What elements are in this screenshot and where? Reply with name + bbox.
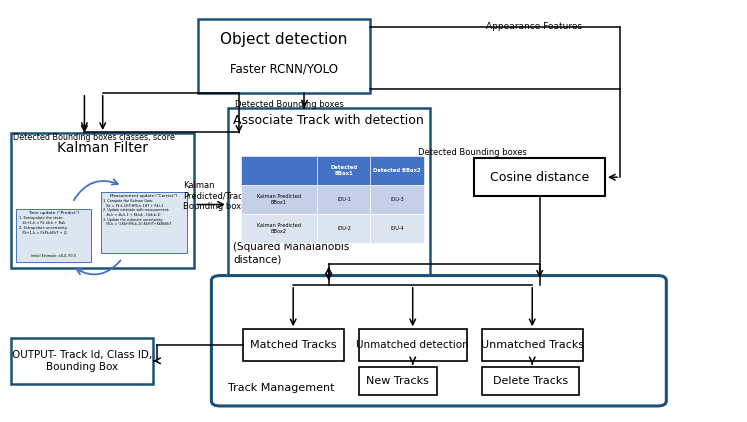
Text: IOU-2: IOU-2 <box>337 226 351 231</box>
Text: Cosine distance: Cosine distance <box>490 171 589 184</box>
Text: Detected BBox2: Detected BBox2 <box>374 168 421 173</box>
Bar <box>359 367 437 395</box>
Text: Kalman Filter: Kalman Filter <box>58 141 148 154</box>
Text: Kalman
Predicted/Tracked
Bounding boxes: Kalman Predicted/Tracked Bounding boxes <box>183 181 258 211</box>
Bar <box>317 185 371 214</box>
Bar <box>359 329 467 361</box>
Text: Detected Bounding boxes: Detected Bounding boxes <box>418 148 527 157</box>
Text: OUTPUT- Track Id, Class ID,
Bounding Box: OUTPUT- Track Id, Class ID, Bounding Box <box>12 350 152 372</box>
Bar <box>317 214 371 243</box>
Text: IOU-4: IOU-4 <box>390 226 404 231</box>
Bar <box>371 185 424 214</box>
Bar <box>11 338 153 384</box>
Text: Object detection: Object detection <box>220 32 347 46</box>
Bar <box>198 19 370 93</box>
Text: Kalman Predicted
BBox2: Kalman Predicted BBox2 <box>257 223 301 234</box>
Text: Unmatched detection: Unmatched detection <box>356 340 469 350</box>
Text: Time update ("Predict"): Time update ("Predict") <box>28 211 79 215</box>
Text: Associate Track with detection: Associate Track with detection <box>233 114 424 127</box>
FancyBboxPatch shape <box>211 276 666 406</box>
Bar <box>243 329 344 361</box>
Bar <box>317 156 371 185</box>
Text: Track Management: Track Management <box>228 383 335 393</box>
Bar <box>482 329 583 361</box>
Text: Faster RCNN/YOLO: Faster RCNN/YOLO <box>230 62 338 75</box>
Text: Delete Tracks: Delete Tracks <box>493 376 568 386</box>
Text: Appearance Features: Appearance Features <box>486 22 582 31</box>
Bar <box>228 108 430 276</box>
Text: Initial Estimate: x̂0,0, P0,0: Initial Estimate: x̂0,0, P0,0 <box>31 254 76 258</box>
Text: 1. Extrapolate the state:
   x̂k+1,k = Fk x̂k,k + Buk
2. Extrapolate uncertainty: 1. Extrapolate the state: x̂k+1,k = Fk x… <box>19 216 67 234</box>
Bar <box>16 209 91 262</box>
Text: Unmatched Tracks: Unmatched Tracks <box>480 340 584 350</box>
Bar <box>101 192 187 253</box>
Text: Matched Tracks: Matched Tracks <box>250 340 336 350</box>
Bar <box>241 185 317 214</box>
Text: Measurement update ("Correct"): Measurement update ("Correct") <box>110 194 178 198</box>
Text: Kalman Predicted
BBox1: Kalman Predicted BBox1 <box>257 194 301 205</box>
Bar <box>11 133 194 268</box>
Bar <box>241 214 317 243</box>
Bar <box>482 367 579 395</box>
Text: IOU-3: IOU-3 <box>390 197 404 202</box>
Bar <box>241 156 317 185</box>
Text: IOU-1: IOU-1 <box>337 197 351 202</box>
Bar <box>474 158 605 196</box>
Text: (Squared Mahalanobis
distance): (Squared Mahalanobis distance) <box>233 242 350 264</box>
Text: 1. Compute the Kalman Gain:
   Kk = Pk,k-1HT(HPk,k-1HT + Rk)-1
2. Update estimat: 1. Compute the Kalman Gain: Kk = Pk,k-1H… <box>103 199 171 226</box>
Text: Detected Bounding boxes: Detected Bounding boxes <box>235 100 344 109</box>
Bar <box>371 156 424 185</box>
Text: Detected Bounding boxes classes, score: Detected Bounding boxes classes, score <box>13 133 176 142</box>
Bar <box>371 214 424 243</box>
Text: Detected
BBox1: Detected BBox1 <box>330 165 358 176</box>
Text: New Tracks: New Tracks <box>366 376 430 386</box>
